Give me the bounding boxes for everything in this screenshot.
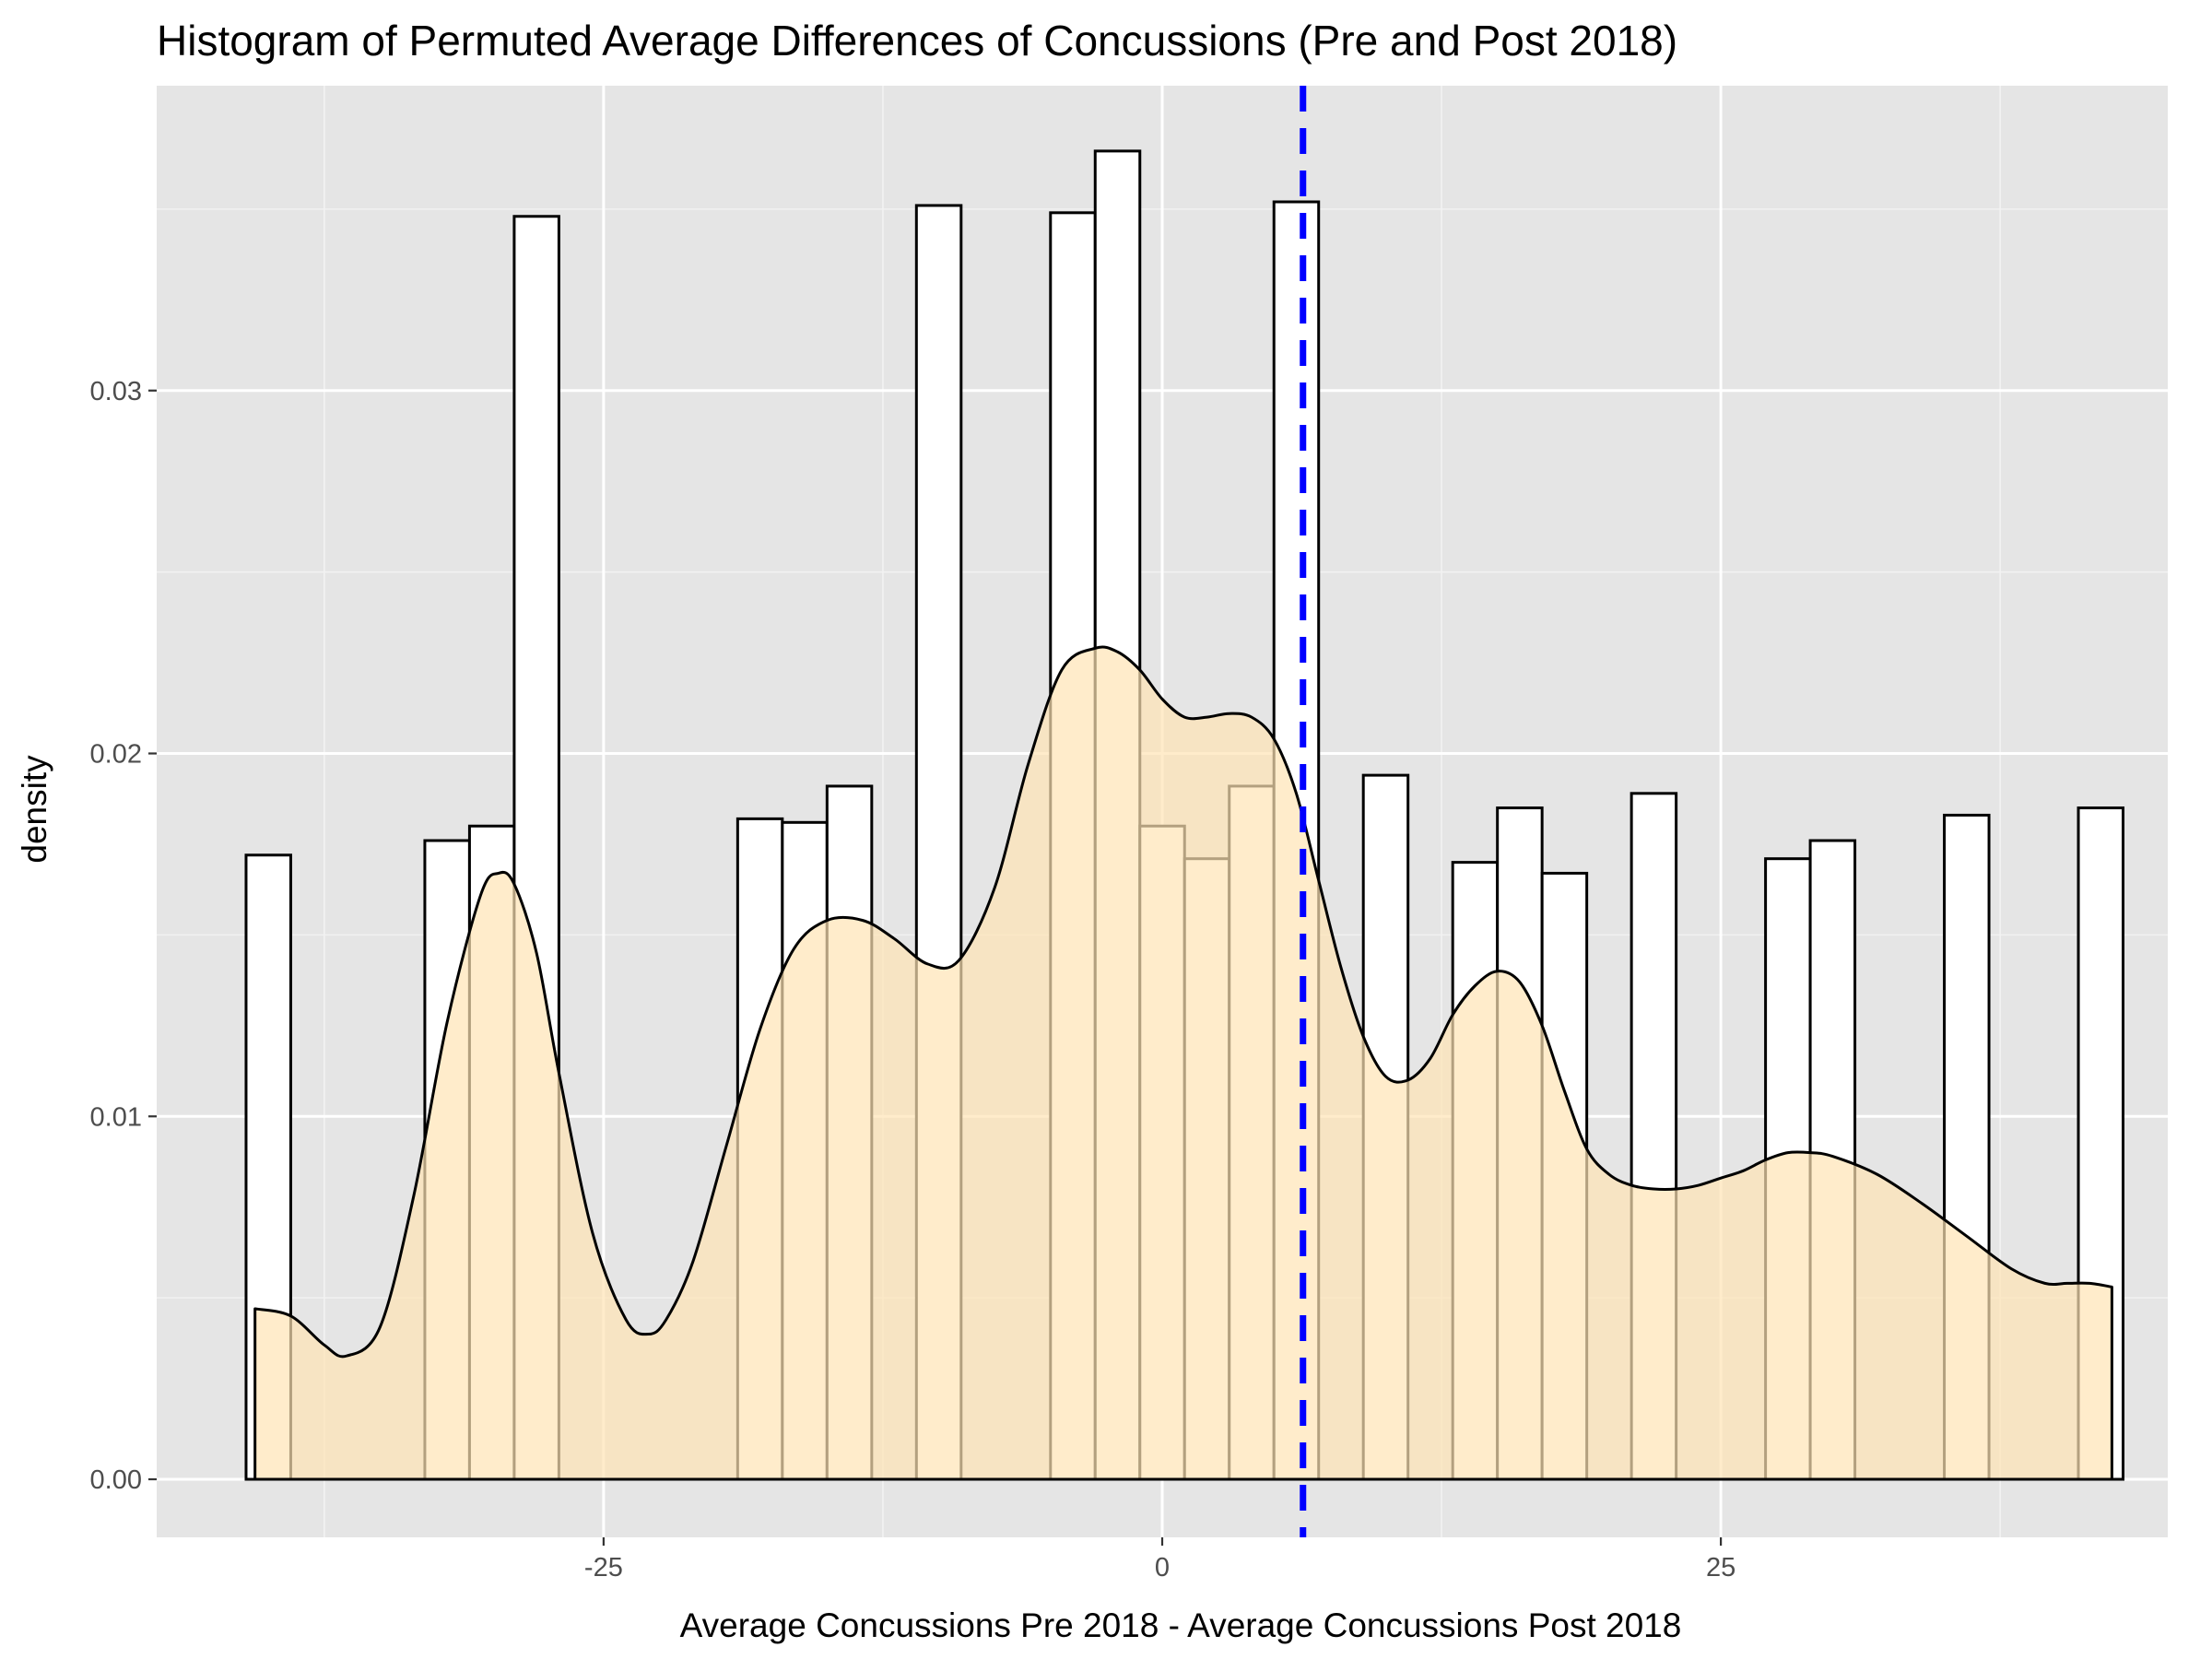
- y-axis-title: density: [16, 755, 53, 864]
- density-curve-group: [253, 645, 2113, 1481]
- density-area: [254, 646, 2112, 1479]
- chart-title: Histogram of Permuted Average Difference…: [157, 17, 1677, 65]
- y-tick-label: 0.00: [90, 1465, 142, 1495]
- y-tick-label: 0.03: [90, 377, 142, 406]
- axes: -25 0 25 0.00 0.01 0.02 0.03: [90, 377, 1736, 1583]
- x-tick-label: -25: [584, 1553, 623, 1583]
- y-tick-label: 0.02: [90, 740, 142, 770]
- x-axis-title: Average Concussions Pre 2018 - Average C…: [680, 1606, 1682, 1644]
- density-curve: [253, 645, 2113, 1481]
- y-tick-label: 0.01: [90, 1102, 142, 1132]
- x-tick-label: 25: [1706, 1553, 1735, 1583]
- x-tick-label: 0: [1155, 1553, 1170, 1583]
